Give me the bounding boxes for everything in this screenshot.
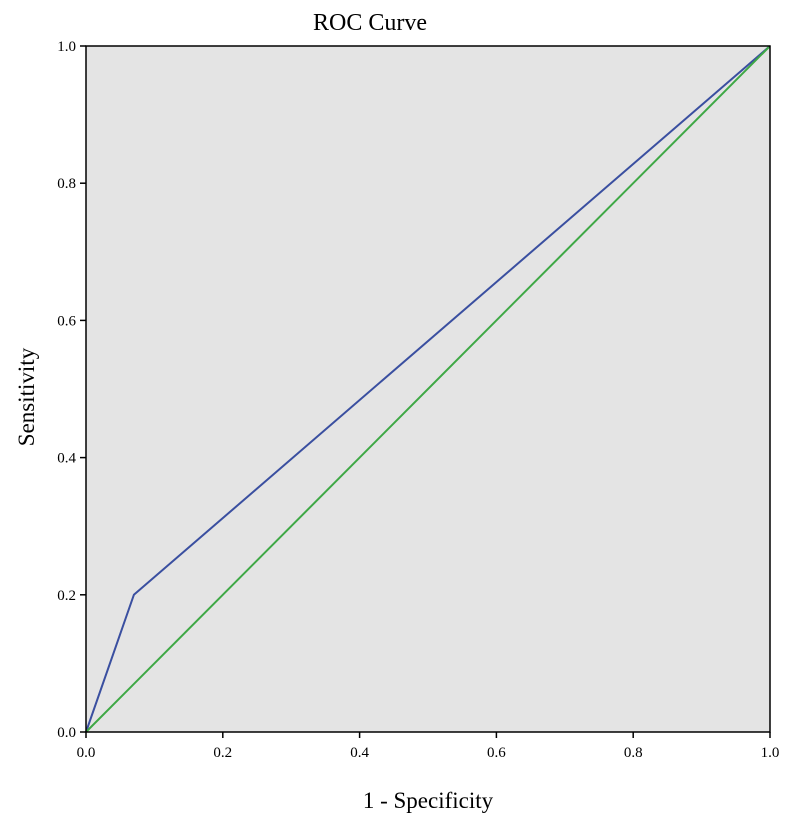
x-tick-label: 0.0 <box>77 745 96 761</box>
y-tick-label: 1.0 <box>57 39 76 55</box>
series-layer <box>85 45 771 733</box>
chart-title: ROC Curve <box>313 10 427 36</box>
y-tick-label: 0.2 <box>57 588 76 604</box>
y-tick-label: 0.6 <box>57 313 76 329</box>
y-tick-label: 0.0 <box>57 725 76 741</box>
x-tick-label: 1.0 <box>761 745 780 761</box>
y-axis-label: Sensitivity <box>14 347 39 446</box>
x-axis-label: 1 - Specificity <box>363 788 494 813</box>
roc-curve-line <box>85 45 771 733</box>
x-tick-label: 0.2 <box>213 745 232 761</box>
x-tick-label: 0.4 <box>350 745 369 761</box>
y-axis: 0.0 0.2 0.4 0.6 0.8 1.0 <box>57 39 86 741</box>
reference-line <box>85 45 771 733</box>
x-tick-label: 0.8 <box>624 745 643 761</box>
x-axis: 0.0 0.2 0.4 0.6 0.8 1.0 <box>77 732 780 761</box>
x-tick-label: 0.6 <box>487 745 506 761</box>
y-tick-label: 0.8 <box>57 176 76 192</box>
plot-frame <box>85 45 771 733</box>
y-tick-label: 0.4 <box>57 451 76 467</box>
